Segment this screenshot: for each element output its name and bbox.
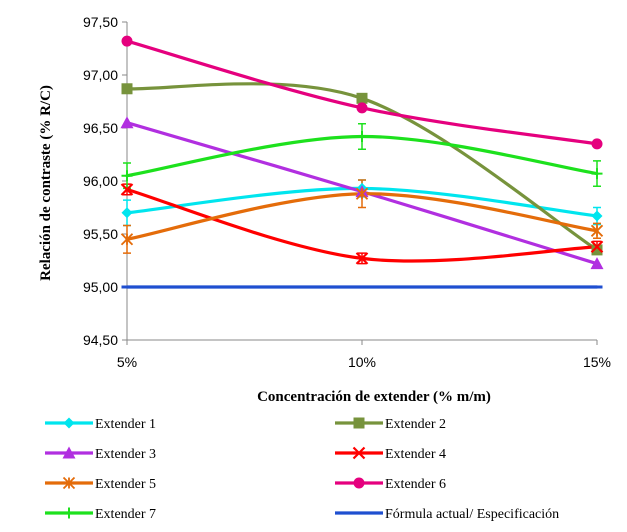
y-tick-label: 96,50: [83, 120, 118, 136]
series-7-point: [356, 130, 368, 142]
legend-label: Extender 5: [95, 477, 156, 492]
series-4-point: [355, 252, 369, 265]
x-axis-title: Concentración de extender (% m/m): [257, 389, 491, 405]
series-3-point: [120, 116, 134, 129]
y-tick-label: 95,50: [83, 226, 118, 242]
series-3-point: [590, 257, 604, 270]
legend-item: Fórmula actual/ Especificación: [335, 507, 559, 522]
series-6-point: [356, 102, 368, 114]
legend-swatch-marker: [62, 446, 76, 459]
legend-label: Extender 4: [385, 447, 446, 462]
series-5-point: [590, 224, 604, 237]
legend-swatch-marker: [63, 417, 75, 429]
axes: [122, 21, 598, 345]
series-lines: [125, 39, 599, 289]
series-6-point: [591, 138, 603, 150]
legend-item: Extender 3: [45, 446, 156, 462]
legend-swatch-marker: [63, 507, 75, 519]
y-tick-label: 97,50: [83, 14, 118, 30]
legend-label: Fórmula actual/ Especificación: [385, 507, 559, 522]
x-tick-label: 10%: [348, 354, 376, 370]
series-2-point: [121, 83, 133, 95]
legend-label: Extender 1: [95, 417, 156, 432]
series-7-point: [591, 168, 603, 180]
x-tick-label: 5%: [117, 354, 137, 370]
y-tick-labels: 94,50 95,00 95,50 96,00 96,50 97,00 97,50: [83, 14, 118, 348]
series-markers: [120, 35, 604, 289]
y-tick-label: 94,50: [83, 332, 118, 348]
series-6-point: [121, 35, 133, 47]
legend-swatch-marker: [62, 476, 76, 490]
series-4-point: [120, 183, 134, 196]
legend-label: Extender 6: [385, 477, 446, 492]
legend-label: Extender 2: [385, 417, 446, 432]
y-tick-label: 96,00: [83, 173, 118, 189]
series-1-point: [591, 210, 603, 222]
x-tick-labels: 5% 10% 15%: [117, 354, 611, 370]
legend-swatch-marker: [353, 417, 365, 429]
x-tick-label: 15%: [583, 354, 611, 370]
legend: Extender 1 Extender 2 Extender 3 Extender 4…: [45, 417, 559, 522]
legend-item: Extender 4: [335, 446, 446, 462]
y-tick-label: 97,00: [83, 67, 118, 83]
legend-swatch-marker: [352, 446, 366, 460]
series-2-point: [591, 244, 603, 256]
legend-swatch-marker: [353, 477, 365, 489]
legend-item: Extender 7: [45, 507, 156, 522]
legend-item: Extender 5: [45, 476, 156, 492]
y-axis-title: Relación de contraste (% R/C): [38, 85, 54, 281]
series-2-point: [356, 92, 368, 104]
series-4-point: [590, 240, 604, 253]
legend-label: Extender 7: [95, 507, 156, 522]
series-5-point: [355, 187, 369, 200]
legend-item: Extender 1: [45, 417, 156, 432]
legend-label: Extender 3: [95, 447, 156, 462]
series-7-point: [121, 170, 133, 182]
legend-item: Extender 2: [335, 417, 446, 432]
series-5-point: [120, 233, 134, 246]
legend-item: Extender 6: [335, 477, 446, 492]
y-tick-label: 95,00: [83, 279, 118, 295]
series-1-point: [121, 207, 133, 219]
